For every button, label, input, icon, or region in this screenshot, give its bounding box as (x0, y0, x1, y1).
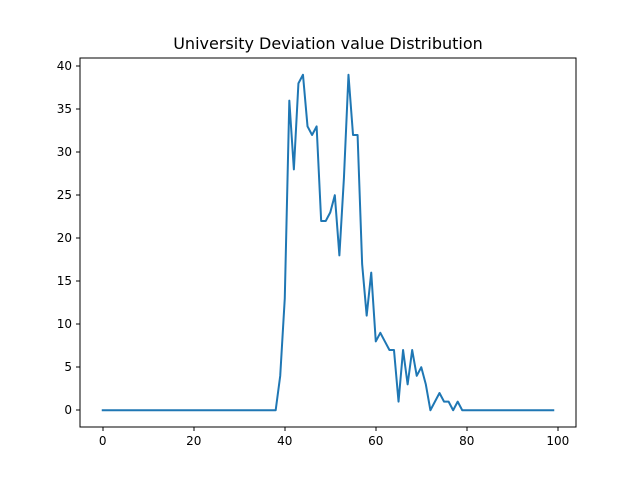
y-axis-ticks: 0 5 10 15 20 25 30 35 40 (57, 59, 80, 417)
x-axis-ticks: 0 20 40 60 80 100 (99, 427, 569, 448)
x-tick-label: 0 (99, 434, 107, 448)
x-tick-label: 40 (277, 434, 292, 448)
y-tick-label: 5 (64, 360, 72, 374)
y-tick-label: 25 (57, 188, 72, 202)
x-tick-label: 100 (546, 434, 569, 448)
y-tick-label: 35 (57, 102, 72, 116)
y-tick-label: 15 (57, 274, 72, 288)
series-layer (101, 73, 555, 412)
y-tick-label: 10 (57, 317, 72, 331)
y-tick-label: 30 (57, 145, 72, 159)
series-line (101, 73, 555, 412)
x-tick-label: 80 (459, 434, 474, 448)
chart-title: University Deviation value Distribution (173, 34, 483, 53)
x-tick-label: 60 (368, 434, 383, 448)
y-tick-label: 0 (64, 403, 72, 417)
plot-frame (79, 57, 577, 428)
y-tick-label: 40 (57, 59, 72, 73)
y-tick-label: 20 (57, 231, 72, 245)
x-tick-label: 20 (186, 434, 201, 448)
